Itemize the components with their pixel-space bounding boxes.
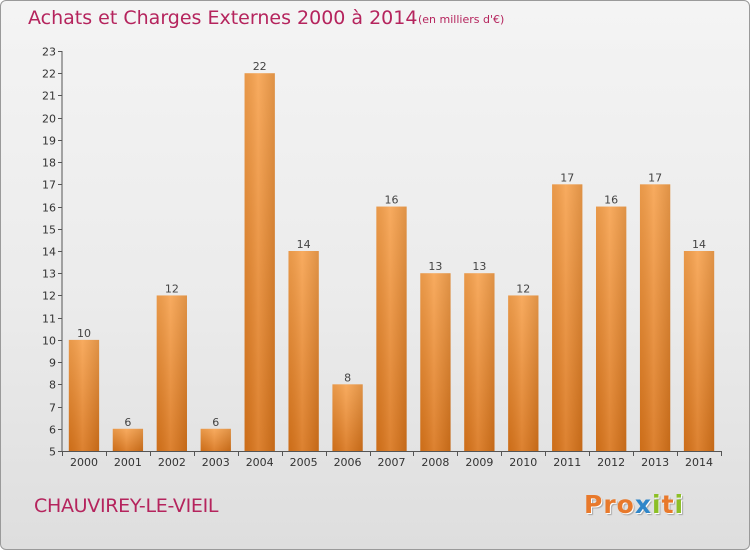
data-label: 14 — [692, 238, 706, 251]
x-tick-label: 2013 — [641, 456, 669, 469]
y-tick-label: 13 — [42, 268, 56, 281]
x-tick-label: 2004 — [246, 456, 274, 469]
logo-letter: o — [616, 490, 635, 519]
data-label: 13 — [472, 260, 486, 273]
data-label: 12 — [516, 282, 530, 295]
y-tick-label: 9 — [49, 357, 56, 370]
data-label: 16 — [385, 194, 399, 207]
bar-shade — [68, 339, 100, 451]
chart-title: Achats et Charges Externes 2000 à 2014 — [28, 7, 418, 29]
bar-2005: 14 — [288, 238, 319, 451]
bar-2001: 6 — [112, 416, 144, 451]
bar-2004: 22 — [244, 60, 275, 451]
data-label: 6 — [212, 416, 219, 429]
y-tick-label: 23 — [42, 46, 56, 59]
bar-shade — [596, 206, 627, 451]
y-tick-label: 10 — [42, 335, 56, 348]
logo-letter: r — [603, 490, 617, 519]
bar-shade — [332, 384, 363, 451]
y-tick-label: 17 — [42, 179, 56, 192]
bar-2013: 17 — [639, 171, 671, 452]
x-tick-label: 2014 — [685, 456, 713, 469]
bar-shade — [639, 184, 671, 452]
bar-2010: 12 — [508, 282, 539, 451]
bar-2003: 6 — [200, 416, 231, 451]
data-label: 17 — [560, 171, 574, 184]
bar-2008: 13 — [420, 260, 451, 451]
logo-letter: i — [652, 490, 662, 519]
x-axis: 2000 2001 2002 2003 2004 2005 2006 2007 2008 2009… — [62, 451, 722, 469]
data-label: 17 — [648, 171, 662, 184]
logo-letter: i — [674, 490, 685, 519]
x-tick-label: 2002 — [158, 456, 186, 469]
data-label: 12 — [165, 282, 179, 295]
y-tick-label: 11 — [42, 313, 56, 326]
bar-shade — [683, 251, 715, 451]
data-label: 14 — [297, 238, 311, 251]
data-label: 16 — [604, 194, 618, 207]
x-tick-label: 2009 — [465, 456, 493, 469]
bar-2011: 17 — [552, 171, 583, 452]
bar-shade — [112, 428, 144, 451]
y-tick-label: 16 — [42, 202, 56, 215]
bar-2000: 10 — [68, 327, 100, 451]
y-tick-label: 12 — [42, 290, 56, 303]
y-tick-label: 15 — [42, 224, 56, 237]
bar-2002: 12 — [156, 282, 187, 451]
bars: 10 6 12 6 22 14 8 16 13 13 12 17 16 17 14 — [68, 60, 715, 452]
commune-name: CHAUVIREY-LE-VIEIL — [34, 495, 219, 517]
y-tick-label: 22 — [42, 68, 56, 81]
y-tick-label: 20 — [42, 113, 56, 126]
y-axis: 5 6 7 8 9 10 11 12 13 14 15 16 17 18 19 20 21 22 23 — [42, 46, 63, 459]
bar-2007: 16 — [376, 194, 407, 451]
y-tick-label: 14 — [42, 246, 56, 259]
bar-shade — [552, 184, 583, 452]
data-label: 10 — [77, 327, 91, 340]
bar-shade — [244, 73, 275, 451]
proxiti-logo: Proxiti — [584, 490, 684, 519]
x-tick-label: 2000 — [70, 456, 98, 469]
chart-unit: (en milliers d'€) — [418, 13, 505, 26]
bar-2014: 14 — [683, 238, 715, 451]
bar-shade — [288, 251, 319, 451]
logo-letter: t — [661, 490, 675, 519]
y-tick-label: 5 — [49, 446, 56, 459]
bar-shade — [464, 273, 495, 451]
y-tick-label: 8 — [49, 379, 56, 392]
x-tick-label: 2008 — [421, 456, 449, 469]
x-tick-label: 2010 — [509, 456, 537, 469]
bar-2006: 8 — [332, 371, 363, 451]
y-tick-label: 18 — [42, 157, 56, 170]
logo-letter: x — [634, 490, 652, 519]
bar-shade — [376, 206, 407, 451]
bar-shade — [156, 295, 187, 451]
logo-letter: P — [584, 490, 604, 519]
data-label: 8 — [344, 371, 351, 384]
x-tick-label: 2006 — [334, 456, 362, 469]
data-label: 6 — [124, 416, 131, 429]
x-tick-label: 2011 — [553, 456, 581, 469]
bar-shade — [200, 428, 231, 451]
y-tick-label: 6 — [49, 424, 56, 437]
bar-2012: 16 — [596, 194, 627, 451]
y-tick-label: 21 — [42, 90, 56, 103]
y-tick-label: 19 — [42, 135, 56, 148]
bar-2009: 13 — [464, 260, 495, 451]
data-label: 22 — [253, 60, 267, 73]
x-tick-label: 2001 — [114, 456, 142, 469]
y-tick-label: 7 — [49, 402, 56, 415]
x-tick-label: 2012 — [597, 456, 625, 469]
data-label: 13 — [428, 260, 442, 273]
bar-shade — [420, 273, 451, 451]
x-tick-label: 2005 — [290, 456, 318, 469]
x-tick-label: 2003 — [202, 456, 230, 469]
bar-shade — [508, 295, 539, 451]
x-tick-label: 2007 — [378, 456, 406, 469]
